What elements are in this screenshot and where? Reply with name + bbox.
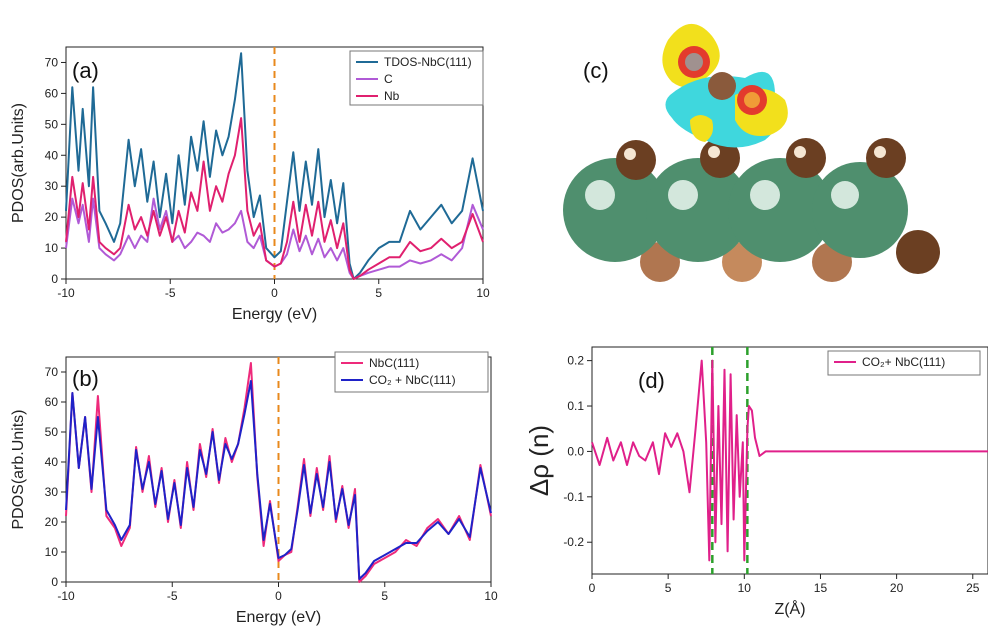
x-tick-label: 25 bbox=[966, 581, 980, 595]
y-tick-label: 10 bbox=[45, 545, 59, 559]
legend-label: Nb bbox=[384, 89, 400, 103]
panel-d-chart: 0 5 10 15 20 25 -0.2 -0.1 0.0 0.1 0.2 Z(Å) Δρ (n) (d)… bbox=[524, 346, 988, 618]
y-tick-label: 50 bbox=[45, 425, 59, 439]
y-axis-label: PDOS(arb.Units) bbox=[10, 103, 27, 223]
legend-label: CO₂ + NbC(111) bbox=[369, 373, 456, 387]
panel-c-structure-image: (c) bbox=[563, 10, 943, 282]
x-tick-label: -10 bbox=[57, 589, 75, 603]
y-tick-label: -0.2 bbox=[563, 535, 584, 549]
series-line-0 bbox=[591, 359, 988, 562]
x-axis-label: Z(Å) bbox=[774, 599, 805, 618]
y-tick-label: 0 bbox=[51, 272, 58, 286]
y-tick-label: 70 bbox=[45, 365, 59, 379]
legend-box bbox=[334, 351, 489, 393]
x-tick-label: 20 bbox=[890, 581, 904, 595]
panel-label: (b) bbox=[72, 366, 99, 391]
legend-label: TDOS-NbC(111) bbox=[384, 55, 472, 69]
x-tick-label: -5 bbox=[165, 286, 176, 300]
series-line-1 bbox=[65, 197, 484, 280]
y-tick-label: -0.1 bbox=[563, 490, 584, 504]
panel-c-label: (c) bbox=[583, 58, 609, 83]
y-tick-label: 30 bbox=[45, 179, 59, 193]
y-tick-label: 70 bbox=[45, 55, 59, 69]
y-tick-label: 30 bbox=[45, 485, 59, 499]
x-tick-label: 0 bbox=[589, 581, 596, 595]
y-tick-label: 20 bbox=[45, 515, 59, 529]
series-line-1 bbox=[65, 380, 492, 580]
panel-b-chart: -10 -5 0 5 10 0 10 20 30 40 50 60 70 Energy (eV) PDOS(… bbox=[10, 351, 498, 626]
y-tick-label: 60 bbox=[45, 86, 59, 100]
y-axis-label: Δρ (n) bbox=[524, 425, 554, 496]
plot-frame bbox=[591, 346, 988, 575]
legend-label: CO₂+ NbC(111) bbox=[862, 355, 945, 369]
y-tick-label: 0 bbox=[51, 575, 58, 589]
y-tick-label: 60 bbox=[45, 395, 59, 409]
panel-label: (a) bbox=[72, 58, 99, 83]
panel-a-chart: -10 -5 0 5 10 0 10 20 30 40 50 60 70 Energy (eV) PDOS(… bbox=[10, 46, 490, 323]
x-axis-label: Energy (eV) bbox=[232, 306, 317, 323]
x-tick-label: 10 bbox=[484, 589, 498, 603]
y-tick-label: 50 bbox=[45, 117, 59, 131]
y-tick-label: 40 bbox=[45, 455, 59, 469]
y-axis-label: PDOS(arb.Units) bbox=[10, 409, 27, 529]
x-tick-label: -5 bbox=[167, 589, 178, 603]
series-line-2 bbox=[65, 117, 484, 280]
y-tick-label: 10 bbox=[45, 241, 59, 255]
panel-label: (d) bbox=[638, 368, 665, 393]
x-tick-label: 0 bbox=[271, 286, 278, 300]
y-tick-label: 20 bbox=[45, 210, 59, 224]
x-tick-label: 5 bbox=[381, 589, 388, 603]
y-tick-label: 0.0 bbox=[567, 444, 584, 458]
y-tick-label: 0.2 bbox=[567, 354, 584, 368]
x-tick-label: 5 bbox=[375, 286, 382, 300]
x-axis-label: Energy (eV) bbox=[236, 609, 321, 626]
y-tick-label: 40 bbox=[45, 148, 59, 162]
x-tick-label: -10 bbox=[57, 286, 75, 300]
x-tick-label: 5 bbox=[665, 581, 672, 595]
x-tick-label: 10 bbox=[738, 581, 752, 595]
y-tick-label: 0.1 bbox=[567, 399, 584, 413]
x-tick-label: 0 bbox=[275, 589, 282, 603]
x-tick-label: 10 bbox=[476, 286, 490, 300]
legend-label: C bbox=[384, 72, 393, 86]
x-tick-label: 15 bbox=[814, 581, 828, 595]
series-line-0 bbox=[65, 52, 484, 280]
legend-label: NbC(111) bbox=[369, 356, 419, 370]
